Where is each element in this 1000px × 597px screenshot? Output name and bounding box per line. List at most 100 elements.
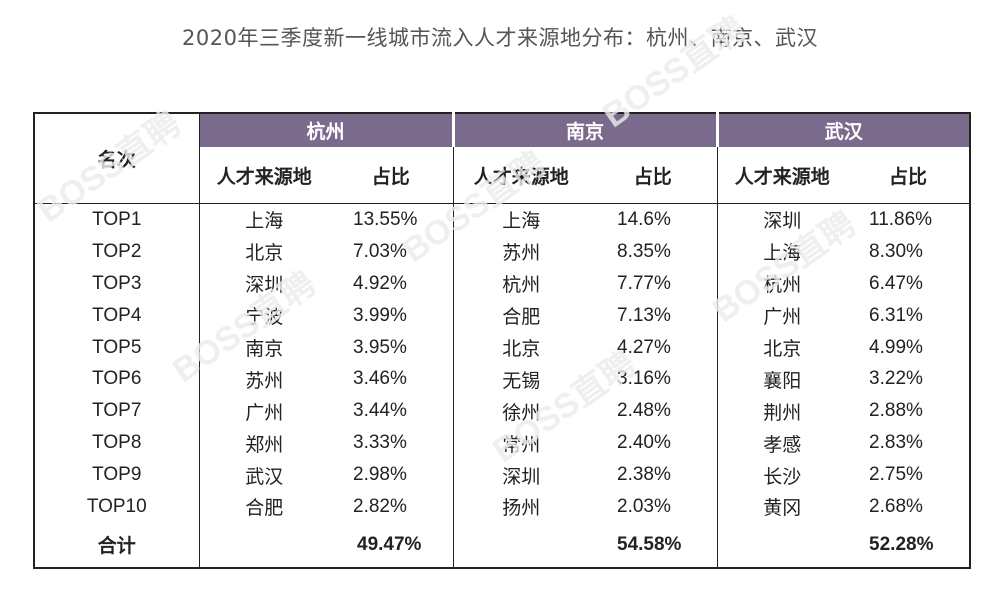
source-city-cell: 上海 <box>198 203 329 236</box>
total-empty-cell <box>716 522 848 568</box>
share-cell: 3.44% <box>353 400 407 422</box>
rank-cell: TOP9 <box>92 464 142 486</box>
table-row: TOP3 深圳 4.92% 杭州 7.77% 杭州 6.47% <box>34 267 970 300</box>
total-label: 合计 <box>97 535 136 558</box>
source-city-cell: 扬州 <box>452 491 590 523</box>
table-row: TOP6 苏州 3.46% 无锡 3.16% 襄阳 3.22% <box>34 363 970 396</box>
rank-cell: TOP10 <box>86 495 147 517</box>
source-city-cell: 襄阳 <box>716 363 848 396</box>
share-cell: 13.55% <box>353 208 418 230</box>
share-cell: 7.03% <box>353 240 407 262</box>
table-row: TOP7 广州 3.44% 徐州 2.48% 荆州 2.88% <box>34 395 970 428</box>
share-cell: 7.77% <box>617 272 671 294</box>
source-city-cell: 无锡 <box>452 363 590 396</box>
source-header: 人才来源地 <box>716 147 848 204</box>
share-cell: 3.95% <box>353 336 407 358</box>
share-cell: 3.99% <box>353 304 407 326</box>
source-city-cell: 宁波 <box>198 299 329 332</box>
share-cell: 2.75% <box>869 464 923 486</box>
source-city-cell: 广州 <box>198 395 329 428</box>
table-row: TOP8 郑州 3.33% 常州 2.40% 孝感 2.83% <box>34 427 970 460</box>
share-header: 占比 <box>589 147 718 204</box>
share-cell: 3.33% <box>353 432 407 454</box>
source-city-cell: 深圳 <box>452 459 590 492</box>
source-city-cell: 荆州 <box>716 395 848 428</box>
share-cell: 3.16% <box>617 368 671 390</box>
source-city-cell: 深圳 <box>716 203 848 236</box>
source-city-cell: 深圳 <box>198 267 329 300</box>
share-cell: 4.27% <box>617 336 671 358</box>
share-cell: 4.99% <box>869 336 923 358</box>
total-row: 合计 49.47% 54.58% 52.28% <box>34 522 970 568</box>
share-cell: 2.98% <box>353 464 407 486</box>
rank-cell: TOP6 <box>92 368 142 390</box>
share-header: 占比 <box>847 147 971 204</box>
source-city-cell: 长沙 <box>716 459 848 492</box>
share-cell: 11.86% <box>869 208 933 230</box>
rank-cell: TOP8 <box>92 432 142 454</box>
share-cell: 2.88% <box>869 400 923 422</box>
share-cell: 4.92% <box>353 272 407 294</box>
source-city-cell: 杭州 <box>452 267 590 300</box>
talent-source-table: 名次 杭州 南京 武汉 人才来源地 占比 人才来源地 占比 人才来源地 占比 T… <box>33 112 972 569</box>
table-row: TOP2 北京 7.03% 苏州 8.35% 上海 8.30% <box>34 235 970 268</box>
share-cell: 3.22% <box>869 368 923 390</box>
source-city-cell: 苏州 <box>198 363 329 396</box>
source-city-cell: 孝感 <box>716 427 848 460</box>
source-city-cell: 合肥 <box>452 299 590 332</box>
source-city-cell: 上海 <box>716 235 848 268</box>
table-body: TOP1 上海 13.55% 上海 14.6% 深圳 11.86% TOP2 北京 7.03% 苏州… <box>34 203 970 523</box>
share-cell: 2.83% <box>869 432 923 454</box>
table-row: TOP5 南京 3.95% 北京 4.27% 北京 4.99% <box>34 331 970 364</box>
table-row: TOP10 合肥 2.82% 扬州 2.03% 黄冈 2.68% <box>34 491 970 523</box>
total-share-wuhan: 52.28% <box>869 533 934 555</box>
share-cell: 8.30% <box>869 240 923 262</box>
source-city-cell: 上海 <box>452 203 590 236</box>
share-cell: 3.46% <box>353 368 407 390</box>
share-cell: 2.48% <box>617 400 671 422</box>
total-share-nanjing: 54.58% <box>617 533 682 555</box>
rank-header: 名次 <box>34 113 199 204</box>
source-city-cell: 合肥 <box>198 491 329 523</box>
rank-cell: TOP2 <box>92 240 142 262</box>
source-city-cell: 北京 <box>716 331 848 364</box>
share-header: 占比 <box>329 147 454 204</box>
source-city-cell: 徐州 <box>452 395 590 428</box>
total-empty-cell <box>452 522 590 568</box>
total-share-hangzhou: 49.47% <box>357 533 422 555</box>
source-header: 人才来源地 <box>198 147 329 204</box>
source-city-cell: 郑州 <box>198 427 329 460</box>
source-city-cell: 北京 <box>198 235 329 268</box>
source-city-cell: 杭州 <box>716 267 848 300</box>
city-header-nanjing: 南京 <box>451 113 718 147</box>
source-header: 人才来源地 <box>452 147 590 204</box>
rank-cell: TOP1 <box>92 208 142 230</box>
rank-cell: TOP4 <box>92 304 142 326</box>
share-cell: 8.35% <box>617 240 671 262</box>
rank-cell: TOP7 <box>92 400 142 422</box>
share-cell: 7.13% <box>617 304 671 326</box>
source-city-cell: 北京 <box>452 331 590 364</box>
share-cell: 2.03% <box>617 495 671 517</box>
source-city-cell: 黄冈 <box>716 491 848 523</box>
share-cell: 14.6% <box>617 208 671 230</box>
city-header-hangzhou: 杭州 <box>198 113 454 147</box>
share-cell: 2.38% <box>617 464 671 486</box>
rank-cell: TOP5 <box>92 336 142 358</box>
source-city-cell: 广州 <box>716 299 848 332</box>
total-empty-cell <box>198 522 329 568</box>
share-cell: 2.68% <box>869 495 923 517</box>
table-row: TOP1 上海 13.55% 上海 14.6% 深圳 11.86% <box>34 203 970 236</box>
share-cell: 2.82% <box>353 495 407 517</box>
share-cell: 6.47% <box>869 272 923 294</box>
source-city-cell: 武汉 <box>198 459 329 492</box>
page-title: 2020年三季度新一线城市流入人才来源地分布：杭州、南京、武汉 <box>182 26 818 50</box>
source-city-cell: 苏州 <box>452 235 590 268</box>
share-cell: 6.31% <box>869 304 923 326</box>
source-city-cell: 常州 <box>452 427 590 460</box>
source-city-cell: 南京 <box>198 331 329 364</box>
share-cell: 2.40% <box>617 432 671 454</box>
city-header-wuhan: 武汉 <box>715 113 971 147</box>
table-row: TOP9 武汉 2.98% 深圳 2.38% 长沙 2.75% <box>34 459 970 492</box>
table-row: TOP4 宁波 3.99% 合肥 7.13% 广州 6.31% <box>34 299 970 332</box>
